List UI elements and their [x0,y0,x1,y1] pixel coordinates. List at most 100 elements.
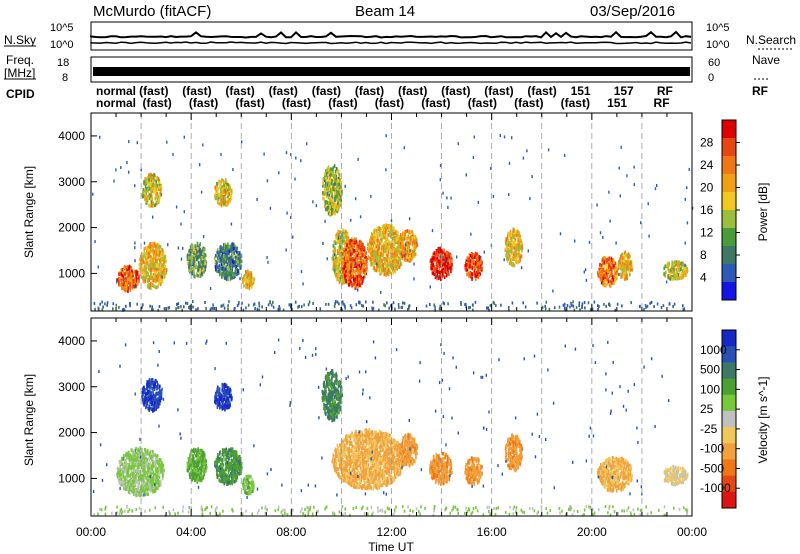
echo-cell [336,209,339,213]
echo-cell [604,278,606,283]
speckle-cell [209,287,212,290]
echo-cell [146,196,148,201]
echo-cell [435,273,437,277]
echo-cell [374,255,376,259]
echo-cell [355,275,357,280]
echo-cell [336,269,339,273]
echo-cell [200,252,203,257]
echo-cell [345,254,347,258]
echo-cell [327,196,330,200]
ground-scatter-cell [191,300,194,303]
echo-cell [133,283,135,287]
echo-cell [343,266,346,270]
echo-cell [512,229,515,233]
echo-cell [349,274,352,278]
echo-cell [386,263,389,268]
echo-cell [434,258,436,262]
echo-cell [337,177,340,181]
ground-scatter-cell [643,308,645,312]
echo-cell [334,265,337,270]
echo-cell [331,203,333,207]
echo-cell [331,173,334,177]
echo-cell [395,254,397,259]
echo-cell [338,271,340,276]
ground-scatter-cell [142,303,144,307]
echo-cell [164,256,167,261]
echo-cell [613,275,616,279]
echo-cell [235,249,238,254]
echo-cell [153,284,155,288]
echo-cell [340,180,343,184]
echo-cell [397,260,400,265]
echo-cell [346,256,349,261]
speckle-cell [413,262,415,266]
echo-cell [191,272,194,276]
ground-scatter-cell [425,304,428,308]
echo-cell [611,275,614,279]
echo-cell [393,251,396,256]
echo-cell [189,262,192,267]
echo-cell [513,235,515,240]
echo-cell [326,181,329,185]
echo-cell [246,269,249,274]
echo-cell [629,261,631,266]
echo-cell [511,251,513,255]
echo-cell [402,238,405,242]
echo-cell [193,256,195,261]
echo-cell [444,255,447,260]
ground-scatter-cell [180,305,182,309]
echo-cell [149,259,151,263]
echo-cell [120,268,122,272]
echo-cell [127,281,130,285]
echo-cell [611,273,613,277]
echo-cell [413,241,416,246]
echo-cell [158,280,161,285]
echo-cell [437,259,440,264]
ground-scatter-cell [573,308,576,312]
speckle-cell [686,186,688,190]
echo-cell [449,266,451,270]
ground-scatter-cell [186,302,189,305]
echo-cell [478,273,480,278]
echo-cell [195,273,198,277]
echo-cell [337,277,340,282]
echo-cell [400,252,403,256]
ground-scatter-cell [403,301,406,305]
echo-cell [351,273,354,277]
ground-scatter-cell [272,300,274,304]
echo-cell [150,271,152,275]
ground-scatter-cell [439,307,442,311]
echo-cell [229,256,232,260]
echo-cell [342,263,344,268]
echo-cell [330,187,333,191]
echo-cell [116,278,118,282]
echo-cell [598,267,600,272]
speckle-cell [511,136,513,140]
ground-scatter-cell [192,305,194,309]
echo-cell [156,266,159,271]
echo-cell [336,167,339,172]
echo-cell [601,270,603,274]
echo-cell [339,245,342,249]
echo-cell [347,269,350,274]
echo-cell [478,256,481,261]
echo-cell [510,262,513,267]
echo-cell [397,257,400,262]
echo-cell [237,271,239,276]
ground-scatter-cell [149,304,151,308]
echo-cell [368,248,371,252]
echo-cell [467,261,469,266]
echo-cell [512,255,515,260]
echo-cell [149,187,152,191]
echo-cell [665,270,667,275]
echo-cell [353,260,356,265]
echo-cell [675,268,678,272]
echo-cell [215,262,218,267]
echo-cell [512,234,514,239]
echo-cell [515,229,518,233]
echo-cell [239,251,241,255]
speckle-cell [202,143,204,147]
echo-cell [603,274,606,278]
ground-scatter-cell [195,308,197,312]
echo-cell [609,264,611,268]
